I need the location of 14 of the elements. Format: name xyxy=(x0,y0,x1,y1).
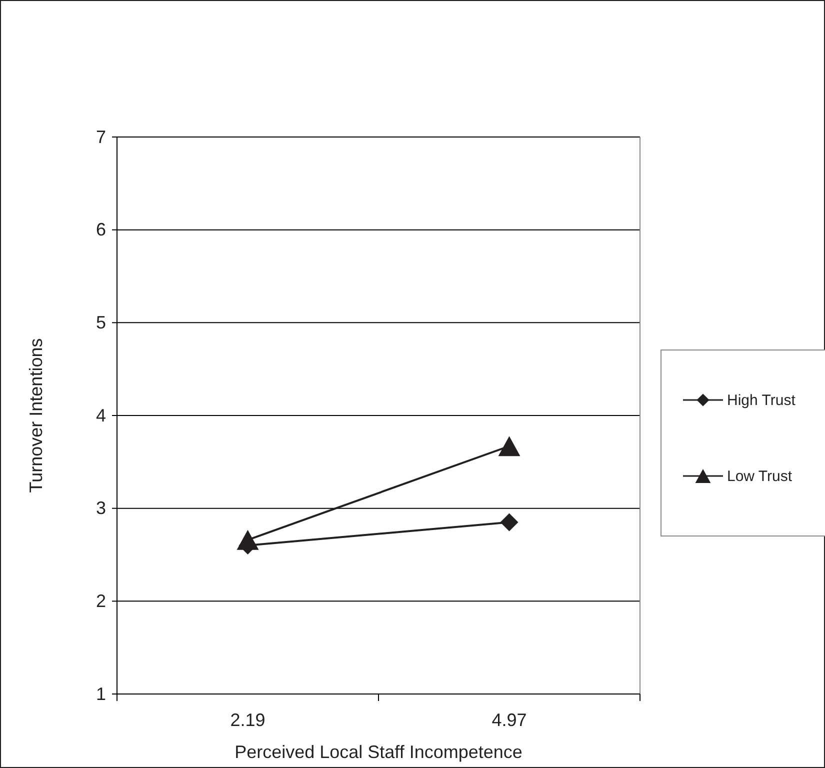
y-tick-label: 7 xyxy=(96,126,106,147)
y-tick-label: 3 xyxy=(96,498,106,518)
legend-label: High Trust xyxy=(727,392,796,409)
y-tick-label: 6 xyxy=(96,220,106,240)
x-tick-label: 4.97 xyxy=(492,710,527,730)
x-axis-title: Perceived Local Staff Incompetence xyxy=(234,742,522,762)
y-axis-title: Turnover Intentions xyxy=(26,338,46,493)
point xyxy=(500,513,518,532)
x-tick-label: 2.19 xyxy=(230,710,266,730)
legend-label: Low Trust xyxy=(727,468,793,485)
y-tick-label: 4 xyxy=(96,405,106,426)
y-tick-label: 2 xyxy=(96,590,106,611)
y-tick-label: 5 xyxy=(96,312,106,332)
y-tick-label: 1 xyxy=(96,684,106,704)
